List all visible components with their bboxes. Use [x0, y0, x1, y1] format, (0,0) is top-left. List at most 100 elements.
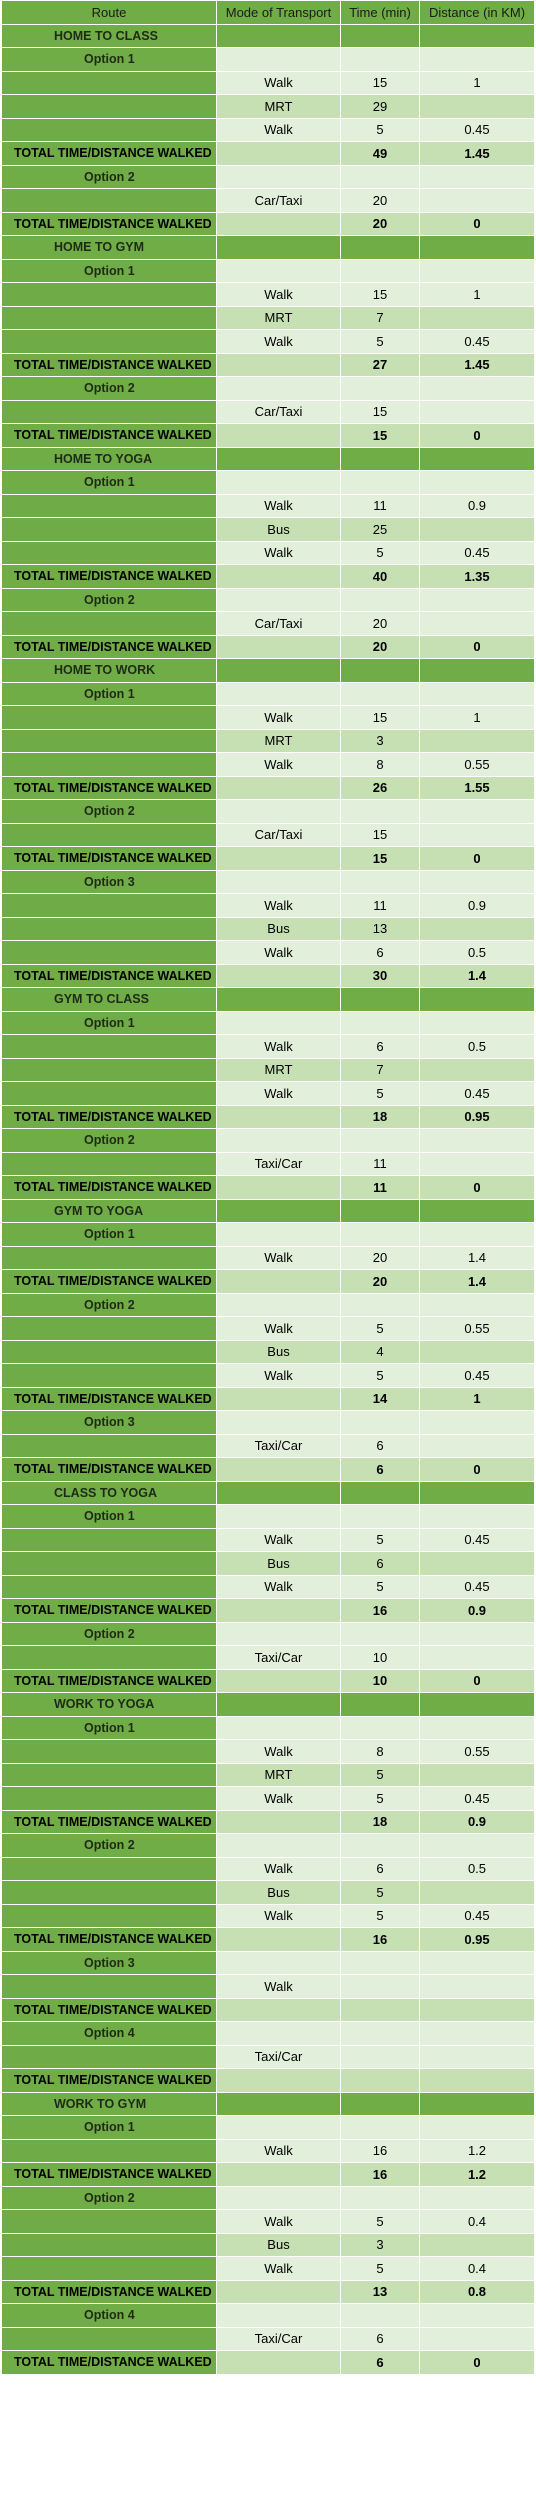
empty-cell[interactable]	[340, 1480, 420, 1505]
time-cell[interactable]: 6	[340, 1551, 420, 1576]
route-spacer-cell[interactable]	[1, 517, 217, 542]
route-name-cell[interactable]: HOME TO GYM	[1, 235, 217, 260]
route-spacer-cell[interactable]	[1, 752, 217, 777]
empty-cell[interactable]	[419, 1198, 535, 1223]
empty-cell[interactable]	[419, 658, 535, 683]
time-cell[interactable]: 20	[340, 188, 420, 213]
option-label-cell[interactable]: Option 2	[1, 1292, 217, 1317]
route-spacer-cell[interactable]	[1, 1645, 217, 1670]
empty-cell[interactable]	[419, 47, 535, 72]
empty-cell[interactable]	[216, 376, 341, 401]
empty-cell[interactable]	[216, 1222, 341, 1247]
time-cell[interactable]: 3	[340, 728, 420, 753]
route-spacer-cell[interactable]	[1, 1880, 217, 1905]
mode-cell[interactable]: Walk	[216, 1363, 341, 1388]
total-time-cell[interactable]: 20	[340, 1269, 420, 1294]
empty-cell[interactable]	[216, 1621, 341, 1646]
empty-cell[interactable]	[340, 258, 420, 283]
route-spacer-cell[interactable]	[1, 1527, 217, 1552]
option-label-cell[interactable]: Option 2	[1, 1621, 217, 1646]
route-spacer-cell[interactable]	[1, 493, 217, 518]
route-spacer-cell[interactable]	[1, 1786, 217, 1811]
distance-cell[interactable]: 0.9	[419, 493, 535, 518]
total-label-cell[interactable]: TOTAL TIME/DISTANCE WALKED	[1, 846, 217, 871]
mode-cell[interactable]: Walk	[216, 2138, 341, 2163]
empty-cell[interactable]	[419, 2115, 535, 2140]
time-cell[interactable]: 20	[340, 1245, 420, 1270]
empty-cell[interactable]	[216, 2303, 341, 2328]
total-time-cell[interactable]: 18	[340, 1104, 420, 1129]
mode-cell[interactable]: Bus	[216, 916, 341, 941]
empty-cell[interactable]	[340, 2303, 420, 2328]
total-distance-cell[interactable]: 1.45	[419, 141, 535, 166]
total-label-cell[interactable]: TOTAL TIME/DISTANCE WALKED	[1, 1598, 217, 1623]
time-cell[interactable]: 11	[340, 493, 420, 518]
time-cell[interactable]	[340, 1974, 420, 1999]
empty-cell[interactable]	[419, 1621, 535, 1646]
route-name-cell[interactable]: HOME TO WORK	[1, 658, 217, 683]
total-label-cell[interactable]: TOTAL TIME/DISTANCE WALKED	[1, 1104, 217, 1129]
option-label-cell[interactable]: Option 2	[1, 164, 217, 189]
mode-cell[interactable]: Walk	[216, 70, 341, 95]
distance-cell[interactable]	[419, 1645, 535, 1670]
header-route[interactable]: Route	[1, 0, 217, 25]
route-spacer-cell[interactable]	[1, 705, 217, 730]
distance-cell[interactable]	[419, 94, 535, 119]
total-distance-cell[interactable]: 0.95	[419, 1104, 535, 1129]
mode-cell[interactable]: Bus	[216, 517, 341, 542]
empty-cell[interactable]	[419, 2185, 535, 2210]
distance-cell[interactable]	[419, 1339, 535, 1364]
mode-cell[interactable]: Walk	[216, 752, 341, 777]
mode-cell[interactable]: Car/Taxi	[216, 188, 341, 213]
route-spacer-cell[interactable]	[1, 2232, 217, 2257]
route-spacer-cell[interactable]	[1, 611, 217, 636]
time-cell[interactable]: 15	[340, 282, 420, 307]
total-distance-cell[interactable]: 1.2	[419, 2162, 535, 2187]
empty-cell[interactable]	[419, 1128, 535, 1153]
total-time-cell[interactable]: 26	[340, 775, 420, 800]
total-time-cell[interactable]: 14	[340, 1386, 420, 1411]
header-time[interactable]: Time (min)	[340, 0, 420, 25]
route-spacer-cell[interactable]	[1, 1316, 217, 1341]
route-spacer-cell[interactable]	[1, 940, 217, 965]
time-cell[interactable]: 15	[340, 399, 420, 424]
distance-cell[interactable]: 0.4	[419, 2209, 535, 2234]
total-label-cell[interactable]: TOTAL TIME/DISTANCE WALKED	[1, 634, 217, 659]
distance-cell[interactable]: 0.45	[419, 1574, 535, 1599]
empty-cell[interactable]	[419, 470, 535, 495]
mode-cell[interactable]: Walk	[216, 1245, 341, 1270]
mode-cell[interactable]: Walk	[216, 2209, 341, 2234]
total-distance-cell[interactable]: 0	[419, 1668, 535, 1693]
empty-cell[interactable]	[419, 23, 535, 48]
total-distance-cell[interactable]: 0	[419, 634, 535, 659]
empty-cell[interactable]	[419, 587, 535, 612]
mode-cell[interactable]: Walk	[216, 540, 341, 565]
empty-cell[interactable]	[216, 1504, 341, 1529]
distance-cell[interactable]: 0.4	[419, 2256, 535, 2281]
route-name-cell[interactable]: WORK TO GYM	[1, 2091, 217, 2116]
mode-cell[interactable]: Walk	[216, 1527, 341, 1552]
distance-cell[interactable]: 1	[419, 70, 535, 95]
empty-cell[interactable]	[340, 1621, 420, 1646]
distance-cell[interactable]: 0.45	[419, 117, 535, 142]
empty-cell[interactable]	[340, 587, 420, 612]
mode-cell[interactable]: Car/Taxi	[216, 399, 341, 424]
empty-cell[interactable]	[340, 164, 420, 189]
empty-cell[interactable]	[216, 1269, 341, 1294]
time-cell[interactable]: 5	[340, 117, 420, 142]
empty-cell[interactable]	[340, 658, 420, 683]
distance-cell[interactable]: 0.45	[419, 1363, 535, 1388]
total-distance-cell[interactable]: 0.8	[419, 2279, 535, 2304]
empty-cell[interactable]	[216, 47, 341, 72]
empty-cell[interactable]	[340, 987, 420, 1012]
distance-cell[interactable]: 1	[419, 705, 535, 730]
distance-cell[interactable]	[419, 305, 535, 330]
distance-cell[interactable]: 0.45	[419, 540, 535, 565]
option-label-cell[interactable]: Option 2	[1, 1833, 217, 1858]
empty-cell[interactable]	[419, 1692, 535, 1717]
mode-cell[interactable]: Car/Taxi	[216, 611, 341, 636]
mode-cell[interactable]: Walk	[216, 1974, 341, 1999]
time-cell[interactable]: 6	[340, 1856, 420, 1881]
total-time-cell[interactable]	[340, 2068, 420, 2093]
route-spacer-cell[interactable]	[1, 1762, 217, 1787]
